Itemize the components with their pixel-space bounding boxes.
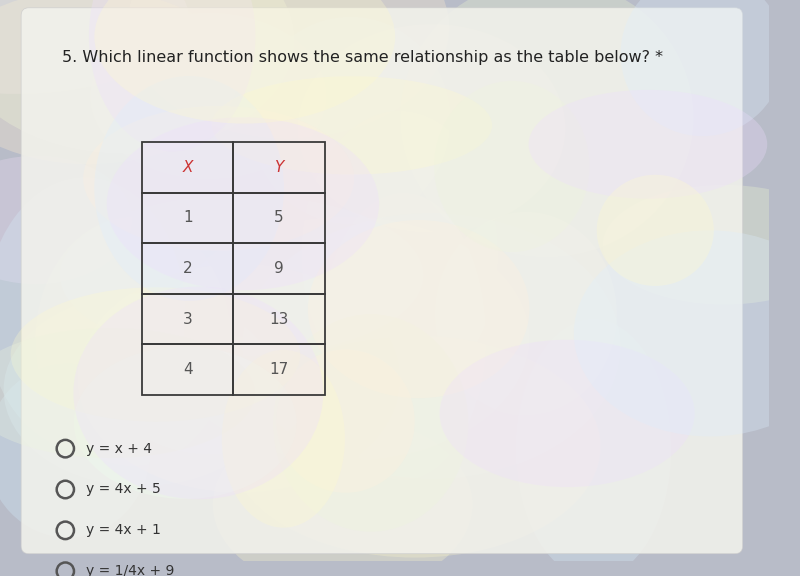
Ellipse shape: [0, 0, 238, 164]
Ellipse shape: [529, 90, 767, 199]
Ellipse shape: [0, 0, 294, 153]
Ellipse shape: [83, 106, 354, 251]
Text: 5: 5: [274, 210, 284, 225]
Ellipse shape: [211, 76, 492, 175]
Text: 3: 3: [183, 312, 193, 327]
Text: X: X: [182, 160, 193, 175]
Ellipse shape: [230, 336, 601, 558]
Text: y = x + 4: y = x + 4: [86, 442, 153, 456]
Ellipse shape: [126, 0, 449, 138]
Bar: [142, 243, 234, 294]
Text: 1: 1: [183, 210, 193, 225]
Ellipse shape: [0, 177, 186, 451]
Bar: [142, 344, 234, 395]
Ellipse shape: [106, 118, 379, 290]
Ellipse shape: [0, 0, 189, 94]
Ellipse shape: [435, 212, 617, 415]
Ellipse shape: [439, 340, 694, 487]
Ellipse shape: [74, 347, 297, 499]
Ellipse shape: [35, 217, 231, 466]
Text: Y: Y: [274, 160, 284, 175]
Text: 9: 9: [274, 261, 284, 276]
Text: 17: 17: [270, 362, 289, 377]
Text: 13: 13: [270, 312, 289, 327]
Bar: [234, 344, 325, 395]
Bar: [234, 142, 325, 193]
Ellipse shape: [0, 328, 255, 458]
Text: y = 4x + 5: y = 4x + 5: [86, 483, 162, 497]
Ellipse shape: [321, 193, 486, 480]
Ellipse shape: [434, 81, 590, 252]
FancyBboxPatch shape: [21, 8, 742, 554]
Bar: [142, 193, 234, 243]
Ellipse shape: [74, 287, 323, 499]
Text: y = 4x + 1: y = 4x + 1: [86, 524, 162, 537]
Bar: [142, 142, 234, 193]
Ellipse shape: [60, 195, 423, 356]
Ellipse shape: [89, 0, 255, 151]
Bar: [142, 294, 234, 344]
Ellipse shape: [94, 76, 284, 301]
Ellipse shape: [162, 217, 530, 461]
Ellipse shape: [94, 0, 395, 124]
Ellipse shape: [603, 185, 800, 305]
Ellipse shape: [400, 0, 694, 257]
Ellipse shape: [78, 264, 400, 492]
Bar: [234, 193, 325, 243]
Ellipse shape: [242, 213, 620, 479]
Ellipse shape: [213, 417, 473, 576]
Text: 4: 4: [183, 362, 193, 377]
Ellipse shape: [0, 156, 132, 284]
Ellipse shape: [116, 335, 308, 454]
Ellipse shape: [276, 350, 414, 492]
Ellipse shape: [222, 350, 345, 528]
Bar: [234, 294, 325, 344]
Text: 2: 2: [183, 261, 193, 276]
Ellipse shape: [302, 111, 498, 397]
Ellipse shape: [574, 230, 800, 437]
Ellipse shape: [621, 0, 784, 136]
Text: 5. Which linear function shows the same relationship as the table below? *: 5. Which linear function shows the same …: [62, 50, 663, 65]
Ellipse shape: [298, 24, 566, 233]
Text: y = 1/4x + 9: y = 1/4x + 9: [86, 564, 175, 576]
Ellipse shape: [0, 364, 150, 537]
Ellipse shape: [597, 175, 714, 286]
Ellipse shape: [273, 314, 469, 532]
Ellipse shape: [308, 220, 530, 398]
Ellipse shape: [90, 13, 326, 179]
Ellipse shape: [10, 287, 300, 422]
Ellipse shape: [250, 17, 450, 224]
Ellipse shape: [516, 319, 671, 576]
Bar: [234, 243, 325, 294]
Ellipse shape: [4, 294, 278, 486]
